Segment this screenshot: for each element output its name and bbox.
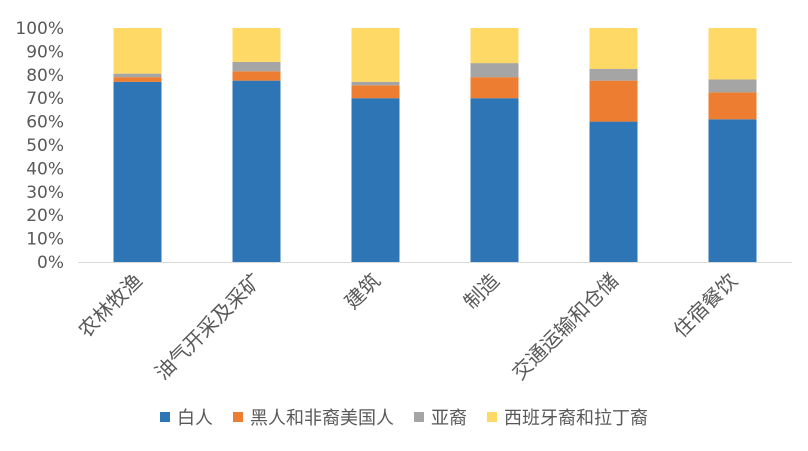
y-tick-label: 30% <box>26 183 64 203</box>
x-category-label: 建筑 <box>340 269 385 314</box>
bar-segment-3-6 <box>708 79 757 93</box>
x-category-label: 住宿餐饮 <box>668 269 742 343</box>
bar-segment-1-4 <box>470 98 519 262</box>
x-category-label: 农林牧渔 <box>73 269 147 343</box>
legend-swatch <box>233 412 243 422</box>
legend-item: 黑人和非裔美国人 <box>233 404 394 430</box>
bar-segment-2-3 <box>351 85 400 99</box>
y-tick-label: 20% <box>26 206 64 226</box>
x-category-label: 油气开采及采矿 <box>150 269 266 385</box>
bar-segment-3-5 <box>589 68 638 81</box>
legend-label: 白人 <box>177 408 213 429</box>
bar-segment-3-4 <box>470 63 519 78</box>
bar-segment-4-4 <box>470 28 519 64</box>
stacked-bar-chart: 0% 10% 20% 30% 40% 50% 60% 70% 80% 90% 100% 农林牧渔 油气… <box>15 19 792 385</box>
bar-segment-1-5 <box>589 121 638 262</box>
legend-item: 西班牙裔和拉丁裔 <box>487 404 648 430</box>
legend: 白人 黑人和非裔美国人 亚裔 西班牙裔和拉丁裔 <box>0 404 808 430</box>
bar-segment-1-6 <box>708 119 757 262</box>
bar-segment-2-6 <box>708 92 757 120</box>
bar-segment-1-2 <box>232 80 281 263</box>
y-tick-label: 0% <box>37 253 64 273</box>
legend-label: 亚裔 <box>431 408 467 429</box>
bar-segment-1-1 <box>113 81 162 262</box>
y-tick-label: 70% <box>26 89 64 109</box>
bar-segment-1-3 <box>351 98 400 262</box>
bar-segment-2-1 <box>113 77 162 82</box>
bar-segment-2-4 <box>470 77 519 99</box>
bar-segment-3-3 <box>351 81 400 86</box>
x-axis: 农林牧渔 油气开采及采矿 建筑 制造 交通运输和仓储 住宿餐饮 <box>73 269 742 385</box>
bar-segment-4-2 <box>232 28 281 62</box>
y-tick-label: 100% <box>15 19 64 39</box>
x-category-label: 制造 <box>459 269 504 314</box>
y-tick-label: 80% <box>26 66 64 86</box>
y-tick-label: 40% <box>26 159 64 179</box>
legend-label: 西班牙裔和拉丁裔 <box>504 408 648 429</box>
y-tick-label: 90% <box>26 42 64 62</box>
legend-swatch <box>160 412 170 422</box>
bar-segment-2-2 <box>232 71 281 81</box>
legend-label: 黑人和非裔美国人 <box>250 408 394 429</box>
bar-segment-4-5 <box>589 28 638 69</box>
bars <box>113 28 757 263</box>
bar-segment-4-6 <box>708 28 757 80</box>
bar-segment-2-5 <box>589 80 638 122</box>
y-axis: 0% 10% 20% 30% 40% 50% 60% 70% 80% 90% 100% <box>15 19 64 273</box>
bar-segment-3-2 <box>232 61 281 72</box>
legend-swatch <box>414 412 424 422</box>
bar-segment-3-1 <box>113 73 162 78</box>
legend-item: 白人 <box>160 404 213 430</box>
bar-segment-4-1 <box>113 28 162 74</box>
x-category-label: 交通运输和仓储 <box>507 269 623 385</box>
y-tick-label: 60% <box>26 113 64 133</box>
legend-swatch <box>487 412 497 422</box>
y-tick-label: 50% <box>26 136 64 156</box>
y-tick-label: 10% <box>26 230 64 250</box>
bar-segment-4-3 <box>351 28 400 82</box>
legend-item: 亚裔 <box>414 404 467 430</box>
